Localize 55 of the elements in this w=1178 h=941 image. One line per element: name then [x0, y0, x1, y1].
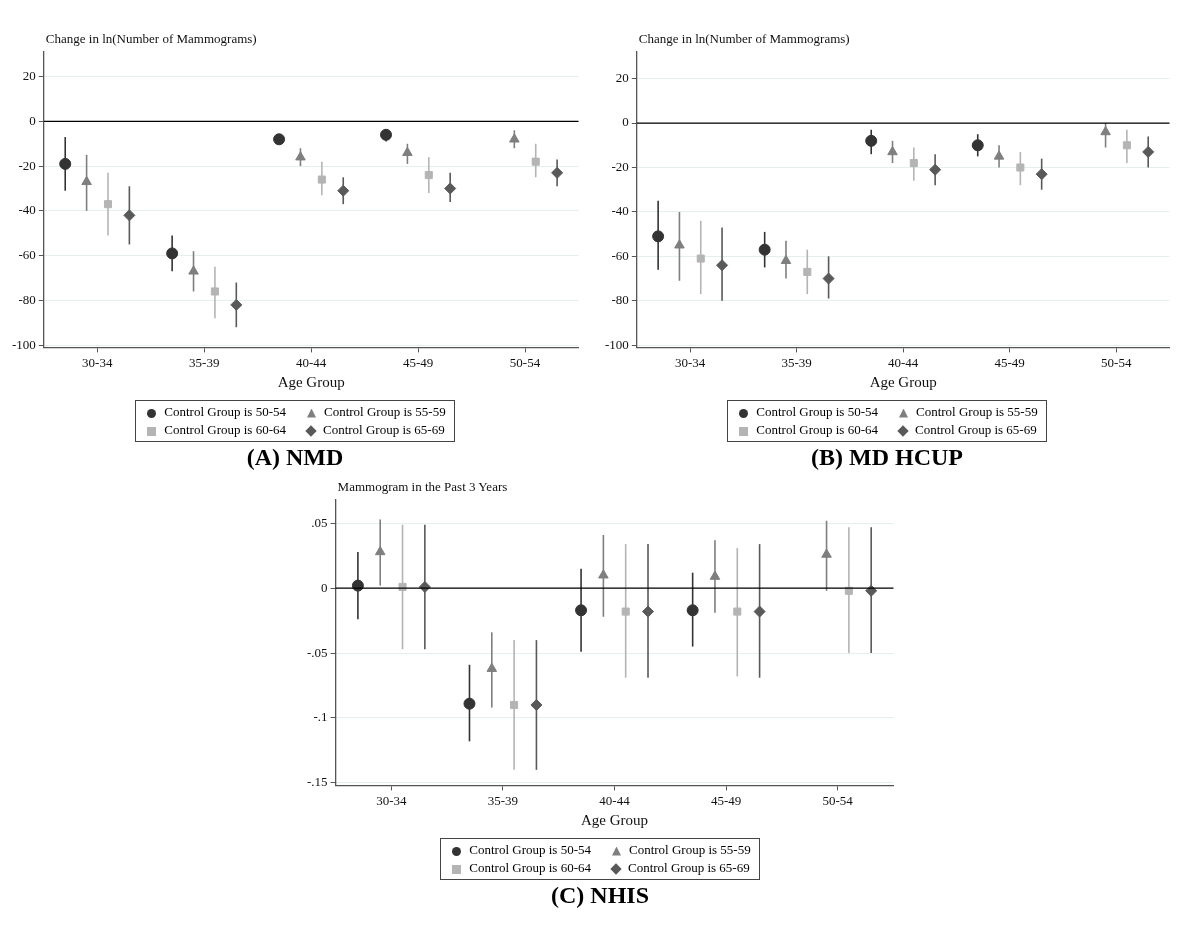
y-tick-label: -20	[611, 158, 629, 174]
legend-label: Control Group is 65-69	[915, 422, 1037, 437]
y-tick-label: -.05	[306, 644, 328, 660]
text: (C) NHIS	[550, 882, 650, 909]
legend-label: Control Group is 60-64	[164, 422, 286, 437]
x-tick-label: 35-39	[487, 792, 519, 808]
legend-label: Control Group is 55-59	[916, 404, 1038, 419]
x-tick-label: 50-54	[509, 354, 541, 370]
legend-label: Control Group is 65-69	[323, 422, 445, 437]
y-tick-label: 0	[29, 112, 36, 128]
x-tick-label: 35-39	[781, 354, 812, 370]
y-tick-label: -80	[611, 292, 629, 308]
text: (B) MD HCUP	[810, 444, 964, 471]
x-tick-label: 50-54	[822, 792, 854, 808]
x-tick-label: 35-39	[189, 354, 220, 370]
x-tick-label: 30-34	[674, 354, 706, 370]
y-axis-title: Change in ln(Number of Mammograms)	[638, 30, 850, 46]
x-tick-label: 45-49	[710, 792, 742, 808]
x-tick-label: 40-44	[599, 792, 631, 808]
y-tick-label: -60	[611, 247, 629, 263]
legend-label: Control Group is 50-54	[164, 404, 286, 419]
legend-label: Control Group is 60-64	[756, 422, 878, 437]
y-tick-label: -20	[18, 157, 36, 173]
y-axis-title: Mammogram in the Past 3 Years	[337, 478, 508, 494]
y-tick-label: -.1	[313, 709, 328, 725]
x-tick-label: 40-44	[295, 354, 327, 370]
x-tick-label: 40-44	[887, 354, 919, 370]
y-tick-label: -40	[611, 203, 629, 219]
legend-label: Control Group is 65-69	[628, 860, 750, 875]
y-tick-label: 0	[622, 114, 629, 130]
text: (A) NMD	[245, 444, 345, 471]
y-tick-label: 20	[22, 68, 36, 84]
legend-label: Control Group is 60-64	[469, 860, 591, 875]
y-tick-label: .05	[311, 514, 328, 530]
y-tick-label: -100	[604, 336, 629, 352]
legend-label: Control Group is 50-54	[756, 404, 878, 419]
y-tick-label: -60	[18, 247, 36, 263]
y-axis-title: Change in ln(Number of Mammograms)	[45, 30, 257, 46]
x-tick-label: 45-49	[402, 354, 434, 370]
legend-label: Control Group is 55-59	[629, 842, 751, 857]
x-tick-label: 45-49	[994, 354, 1025, 370]
y-tick-label: 0	[321, 579, 328, 595]
y-tick-label: -40	[18, 202, 36, 218]
x-axis-title: Age Group	[581, 811, 649, 828]
y-tick-label: -100	[11, 336, 36, 352]
legend-label: Control Group is 50-54	[469, 842, 591, 857]
legend-label: Control Group is 55-59	[324, 404, 446, 419]
x-axis-title: Age Group	[869, 373, 937, 390]
y-tick-label: -80	[18, 291, 36, 307]
x-tick-label: 50-54	[1101, 354, 1132, 370]
x-tick-label: 30-34	[376, 792, 408, 808]
y-tick-label: 20	[615, 70, 629, 86]
x-tick-label: 30-34	[82, 354, 113, 370]
x-axis-title: Age Group	[277, 373, 345, 390]
y-tick-label: -.15	[306, 774, 328, 790]
